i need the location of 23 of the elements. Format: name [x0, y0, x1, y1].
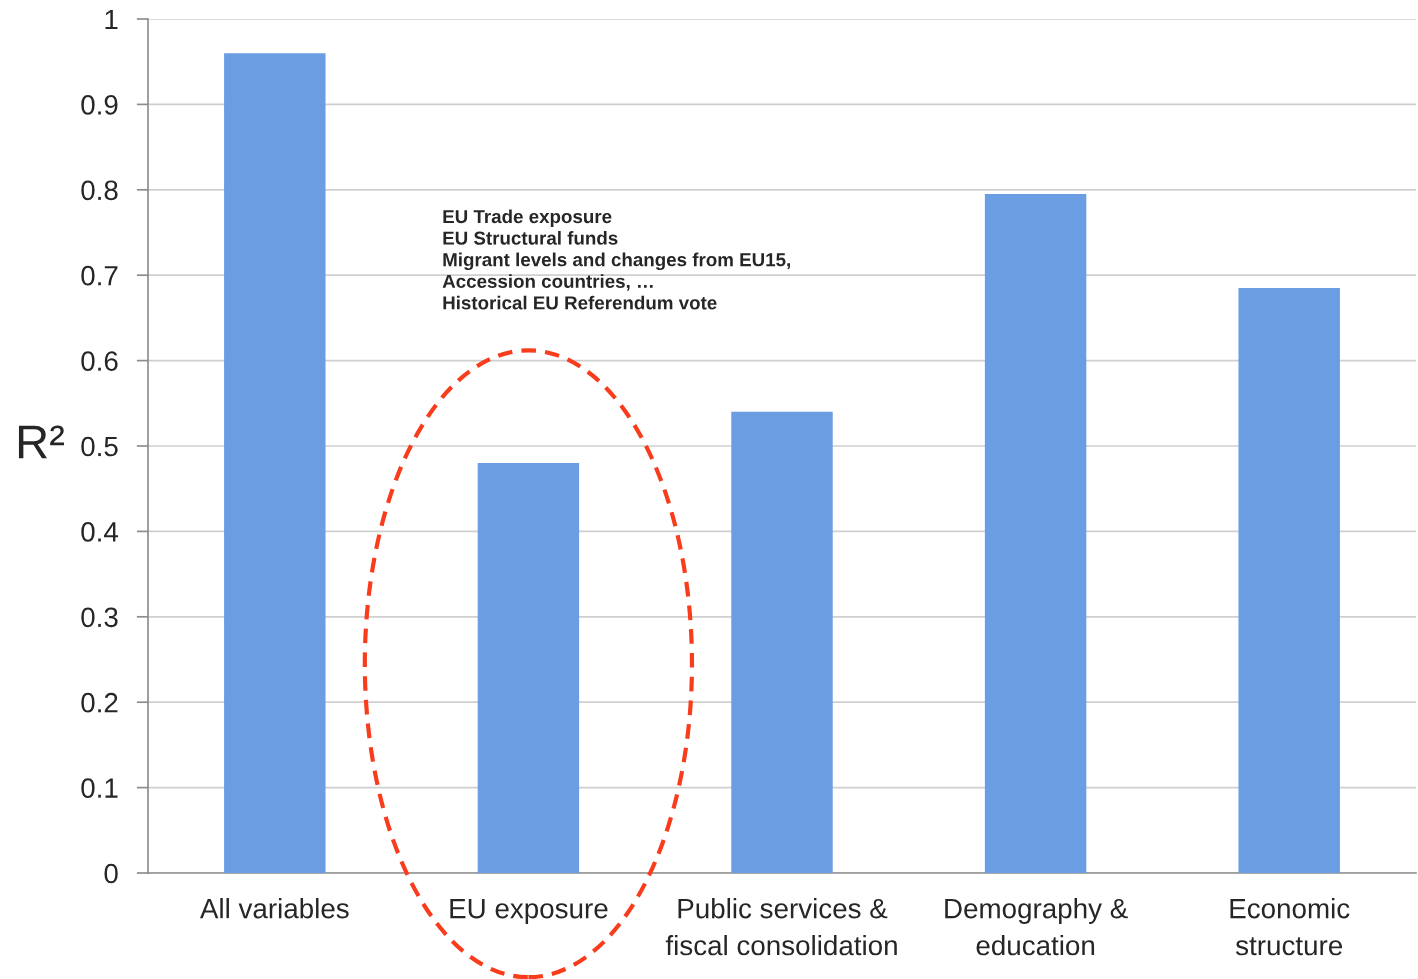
bar	[731, 411, 833, 873]
bar	[984, 194, 1087, 873]
y-axis-title: R²	[18, 425, 65, 459]
x-tick-label: Economic structure	[1230, 898, 1350, 956]
y-tick-label: 0.6	[81, 351, 118, 371]
y-tick-label: 0	[104, 863, 118, 884]
x-tick-label: EU exposure	[450, 899, 608, 924]
y-tick-label: 0.1	[81, 778, 118, 798]
annotation: EU Trade exposure EU Structural funds Migrant levels and changes from EU15, Accession countries, … Historical EU Referendum vote	[442, 209, 790, 310]
bar	[1238, 288, 1340, 873]
y-tick-label: 0.2	[81, 692, 118, 713]
y-tick-label: 0.7	[81, 265, 118, 286]
x-tick-label: Demography & education	[945, 898, 1128, 956]
y-tick-label: 0.9	[81, 95, 118, 115]
y-tick-label: 0.3	[81, 607, 118, 628]
x-tick-label: All variables	[199, 898, 349, 919]
y-tick-label: 0.8	[81, 180, 118, 201]
bar	[477, 463, 580, 873]
x-tick-label: Public services & fiscal consolidation	[665, 898, 897, 956]
bar	[224, 53, 326, 873]
y-tick-label: 0.5	[81, 436, 118, 457]
y-tick-label: 0.4	[81, 522, 119, 542]
y-tick-label: 1	[105, 9, 118, 30]
